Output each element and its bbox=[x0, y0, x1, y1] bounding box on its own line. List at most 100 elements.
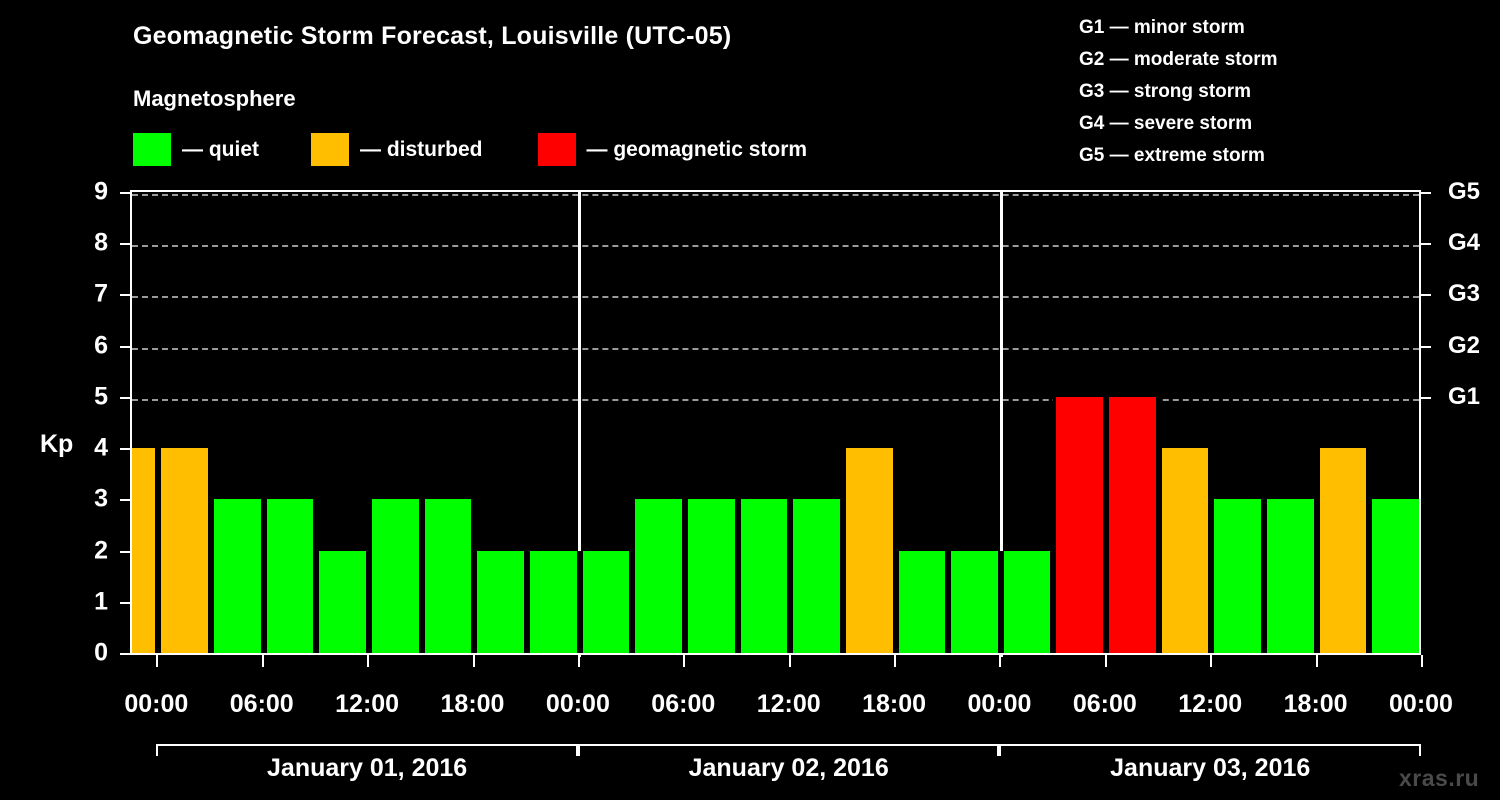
bar bbox=[948, 550, 1001, 653]
x-tick-6 bbox=[788, 655, 791, 667]
storm-scale-row-5: G5 — extreme storm bbox=[1079, 145, 1265, 166]
x-tick-label-11: 18:00 bbox=[1283, 690, 1348, 718]
y-tick-5 bbox=[120, 396, 130, 399]
bar bbox=[1369, 499, 1420, 653]
color-legend: — quiet — disturbed — geomagnetic storm bbox=[133, 133, 807, 166]
bar bbox=[737, 499, 791, 653]
day-separator-1 bbox=[578, 192, 582, 657]
y-tick-1 bbox=[120, 601, 130, 604]
x-tick-8 bbox=[999, 655, 1002, 667]
bar bbox=[158, 448, 211, 653]
x-tick-label-9: 06:00 bbox=[1072, 690, 1137, 718]
page-title: Geomagnetic Storm Forecast, Louisville (… bbox=[133, 22, 732, 50]
y-tick-label-3: 3 bbox=[94, 484, 108, 513]
y-tick-8 bbox=[120, 243, 130, 246]
plot-area bbox=[130, 190, 1421, 657]
bar bbox=[684, 499, 738, 653]
x-tick-12 bbox=[1421, 655, 1423, 667]
day-bracket-2 bbox=[577, 744, 1000, 756]
y-tick-label-9: 9 bbox=[94, 177, 108, 206]
x-tick-label-4: 00:00 bbox=[545, 690, 610, 718]
bar bbox=[526, 550, 580, 653]
x-tick-label-10: 12:00 bbox=[1178, 690, 1243, 718]
x-tick-label-5: 06:00 bbox=[651, 690, 716, 718]
day-label-1: January 01, 2016 bbox=[267, 754, 468, 782]
bar bbox=[842, 448, 896, 653]
bar bbox=[790, 499, 843, 653]
legend-label-disturbed: — disturbed bbox=[360, 137, 483, 161]
x-tick-label-2: 12:00 bbox=[335, 690, 400, 718]
legend-label-quiet: — quiet bbox=[182, 137, 259, 161]
y-tick-label-2: 2 bbox=[94, 536, 108, 565]
y-tick-4 bbox=[120, 448, 130, 451]
bar bbox=[132, 448, 159, 653]
watermark: xras.ru bbox=[1399, 765, 1480, 791]
x-tick-2 bbox=[367, 655, 370, 667]
gridline-kp-6 bbox=[132, 347, 1419, 350]
g-tick-G1 bbox=[1421, 396, 1431, 399]
gridline-kp-7 bbox=[132, 296, 1419, 299]
x-tick-4 bbox=[577, 655, 580, 667]
bar bbox=[1316, 448, 1370, 653]
x-tick-0 bbox=[156, 655, 159, 667]
storm-scale-row-2: G2 — moderate storm bbox=[1079, 49, 1278, 70]
x-tick-1 bbox=[261, 655, 264, 667]
x-tick-label-0: 00:00 bbox=[124, 690, 189, 718]
storm-scale-row-4: G4 — severe storm bbox=[1079, 113, 1253, 134]
y-tick-9 bbox=[120, 192, 130, 194]
y-tick-label-8: 8 bbox=[94, 228, 108, 257]
x-tick-9 bbox=[1104, 655, 1107, 667]
day-bracket-1 bbox=[156, 744, 578, 756]
g-tick-G4 bbox=[1421, 243, 1431, 246]
g-tick-G3 bbox=[1421, 294, 1431, 297]
y-tick-label-4: 4 bbox=[94, 433, 108, 462]
x-tick-5 bbox=[683, 655, 686, 667]
bar bbox=[421, 499, 475, 653]
g-tick-G2 bbox=[1421, 345, 1431, 348]
x-tick-11 bbox=[1315, 655, 1318, 667]
storm-scale-legend: G1 — minor storm G2 — moderate storm G3 — … bbox=[1079, 12, 1278, 172]
bar bbox=[368, 499, 422, 653]
bar bbox=[474, 550, 527, 653]
y-tick-label-5: 5 bbox=[94, 382, 108, 411]
bar bbox=[1053, 396, 1107, 653]
g-tick-G5 bbox=[1421, 192, 1431, 194]
legend-item-quiet: — quiet bbox=[133, 133, 259, 166]
day-label-2: January 02, 2016 bbox=[688, 754, 889, 782]
x-tick-label-3: 18:00 bbox=[440, 690, 505, 718]
storm-scale-row-3: G3 — strong storm bbox=[1079, 81, 1252, 102]
g-tick-label-G1: G1 bbox=[1448, 382, 1481, 410]
bar bbox=[632, 499, 685, 653]
x-tick-label-6: 12:00 bbox=[756, 690, 821, 718]
x-tick-label-8: 00:00 bbox=[967, 690, 1032, 718]
y-tick-label-6: 6 bbox=[94, 331, 108, 360]
bar bbox=[1211, 499, 1265, 653]
bar bbox=[263, 499, 317, 653]
gridline-kp-8 bbox=[132, 245, 1419, 248]
section-label: Magnetosphere bbox=[133, 86, 296, 111]
y-tick-label-0: 0 bbox=[94, 638, 108, 667]
x-tick-label-12: 00:00 bbox=[1389, 690, 1453, 718]
gridline-kp-5 bbox=[132, 398, 1419, 401]
bar-series bbox=[132, 192, 1420, 653]
bar bbox=[1158, 448, 1212, 653]
bar bbox=[895, 550, 949, 653]
x-tick-label-7: 18:00 bbox=[862, 690, 927, 718]
y-tick-label-1: 1 bbox=[94, 587, 108, 616]
y-tick-0 bbox=[120, 653, 130, 655]
storm-scale-row-1: G1 — minor storm bbox=[1079, 17, 1245, 38]
y-tick-label-7: 7 bbox=[94, 279, 108, 308]
bar bbox=[1000, 550, 1054, 653]
y-tick-2 bbox=[120, 550, 130, 553]
day-label-3: January 03, 2016 bbox=[1110, 754, 1311, 782]
bar bbox=[316, 550, 369, 653]
legend-swatch-geomagnetic-storm bbox=[537, 133, 576, 166]
legend-item-disturbed: — disturbed bbox=[311, 133, 483, 166]
legend-label-geomagnetic-storm: — geomagnetic storm bbox=[586, 137, 808, 161]
x-tick-3 bbox=[472, 655, 475, 667]
y-axis-title: Kp bbox=[40, 430, 74, 458]
day-bracket-3 bbox=[999, 744, 1421, 756]
bar bbox=[1106, 396, 1159, 653]
g-tick-label-G5: G5 bbox=[1448, 178, 1481, 205]
